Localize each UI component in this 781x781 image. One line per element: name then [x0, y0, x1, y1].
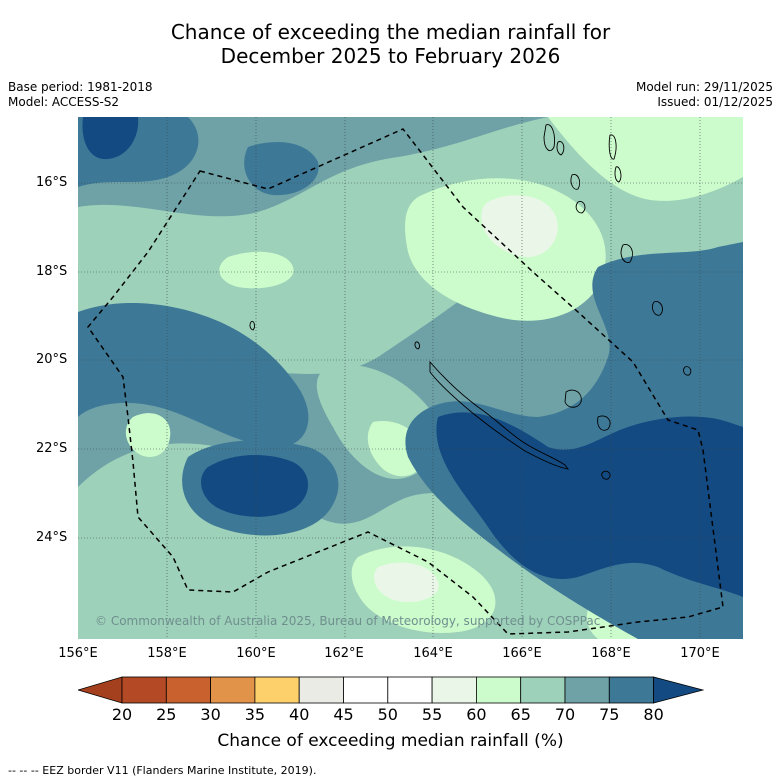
colorbar-box — [475, 676, 522, 704]
colorbar-tick-label: 70 — [554, 705, 576, 724]
band-80-e — [436, 412, 743, 597]
chart-title-line1: Chance of exceeding the median rainfall … — [170, 20, 611, 44]
loyalty-islands — [564, 389, 611, 480]
colorbar — [76, 676, 705, 704]
colorbar-box — [431, 676, 477, 704]
colorbar-tick-label: 65 — [510, 705, 531, 724]
lat-label-16s: 16°S — [36, 175, 68, 190]
colorbar-tick-label: 80 — [643, 705, 664, 724]
issued-date: Issued: 01/12/2025 — [657, 95, 773, 109]
lon-label-168e: 168°E — [591, 646, 631, 661]
rainfall-map — [78, 117, 743, 639]
lon-label-162e: 162°E — [324, 646, 364, 661]
colorbar-tick-label: 60 — [466, 705, 487, 724]
colorbar-tick-label: 45 — [333, 705, 354, 724]
colorbar-arrow-high — [653, 676, 705, 704]
colorbar-box — [210, 676, 256, 704]
colorbar-box — [343, 676, 389, 704]
vanuatu-islands — [543, 124, 692, 376]
lat-label-24s: 24°S — [36, 530, 68, 545]
band-55-60-s — [374, 562, 439, 603]
colorbar-svg — [76, 676, 705, 704]
new-caledonia-island — [429, 360, 570, 470]
colorbar-box — [165, 676, 212, 704]
colorbar-tick-label: 25 — [156, 705, 177, 724]
eez-footnote: -- -- -- EEZ border V11 (Flanders Marine… — [8, 764, 317, 777]
band-80-nw — [82, 117, 139, 160]
model-name: Model: ACCESS-S2 — [8, 95, 120, 109]
colorbar-box — [254, 676, 300, 704]
colorbar-tick-label: 35 — [244, 705, 266, 724]
base-period: Base period: 1981-2018 — [8, 80, 153, 94]
band-60-65-sw — [125, 413, 171, 457]
band-60-65-w — [219, 251, 294, 289]
colorbar-arrow-low — [76, 676, 123, 704]
colorbar-box — [520, 676, 566, 704]
colorbar-tick-label: 30 — [200, 705, 221, 724]
colorbar-tick-label: 50 — [377, 705, 398, 724]
lat-label-22s: 22°S — [36, 441, 68, 456]
band-75-80-n — [244, 142, 319, 196]
colorbar-tick-label: 20 — [111, 705, 133, 724]
band-60-65-ne — [548, 117, 743, 201]
colorbar-tick-label: 55 — [421, 705, 443, 724]
colorbar-box — [298, 676, 344, 704]
lon-label-166e: 166°E — [502, 646, 542, 661]
eez-border — [87, 128, 724, 635]
chart-title-line2: December 2025 to February 2026 — [220, 44, 561, 68]
colorbar-tick-label: 40 — [289, 705, 310, 724]
lon-label-158e: 158°E — [147, 646, 187, 661]
lon-label-170e: 170°E — [680, 646, 720, 661]
lon-label-156e: 156°E — [58, 646, 98, 661]
colorbar-box — [608, 676, 654, 704]
lon-label-164e: 164°E — [413, 646, 453, 661]
gridlines — [78, 117, 743, 639]
band-80-mid — [201, 455, 308, 517]
band-55-60-central — [481, 195, 558, 257]
meta-right: Model run: 29/11/2025 Issued: 01/12/2025 — [636, 80, 773, 110]
colorbar-title: Chance of exceeding median rainfall (%) — [217, 731, 564, 751]
colorbar-tick-label: 75 — [599, 705, 620, 724]
colorbar-box — [121, 676, 167, 704]
band-75-80-w — [78, 302, 309, 447]
meta-left: Base period: 1981-2018 Model: ACCESS-S2 — [8, 80, 153, 110]
copyright-notice: © Commonwealth of Australia 2025, Bureau… — [95, 614, 601, 628]
small-islands — [249, 320, 420, 350]
colorbar-box — [564, 676, 610, 704]
lon-label-160e: 160°E — [236, 646, 276, 661]
lat-label-20s: 20°S — [36, 352, 68, 367]
colorbar-box — [387, 676, 433, 704]
lat-label-18s: 18°S — [36, 264, 68, 279]
model-run: Model run: 29/11/2025 — [635, 80, 773, 94]
map-svg — [78, 117, 743, 639]
